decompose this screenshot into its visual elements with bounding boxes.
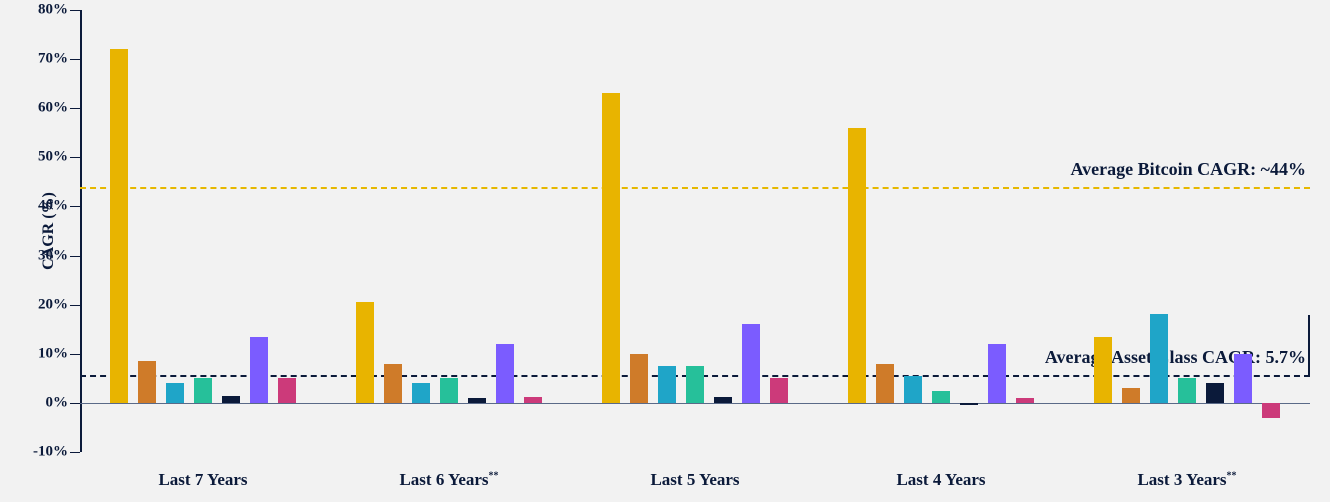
bar <box>194 378 212 403</box>
bar <box>1206 383 1224 403</box>
bar <box>222 396 240 403</box>
cagr-bar-chart: CAGR (%) -10%0%10%20%30%40%50%60%70%80%A… <box>0 0 1330 502</box>
y-axis <box>80 10 82 452</box>
y-tick-label: 70% <box>38 51 80 68</box>
bar <box>686 366 704 403</box>
bitcoin-reference-label: Average Bitcoin CAGR: ~44% <box>1071 159 1311 180</box>
zero-line <box>80 403 1310 404</box>
y-tick-label: 60% <box>38 100 80 117</box>
bar <box>166 383 184 403</box>
bar <box>932 391 950 403</box>
bar <box>110 49 128 403</box>
bar <box>904 376 922 403</box>
asset-reference-label: Average Asset Class CAGR: 5.7% <box>1045 347 1310 368</box>
bar <box>1016 398 1034 403</box>
group-label: Last 4 Years <box>896 470 985 490</box>
bar <box>278 378 296 403</box>
bar <box>1262 403 1280 418</box>
group-label: Last 3 Years** <box>1137 470 1236 490</box>
bar <box>1150 314 1168 402</box>
group-label: Last 7 Years <box>158 470 247 490</box>
bar <box>658 366 676 403</box>
bar <box>468 398 486 403</box>
bar <box>742 324 760 403</box>
bar <box>770 378 788 403</box>
bar <box>988 344 1006 403</box>
bar <box>440 378 458 403</box>
bar <box>1122 388 1140 403</box>
y-tick-label: 50% <box>38 149 80 166</box>
y-tick-label: 10% <box>38 345 80 362</box>
y-tick-label: 20% <box>38 296 80 313</box>
bar <box>496 344 514 403</box>
plot-area: CAGR (%) -10%0%10%20%30%40%50%60%70%80%A… <box>80 10 1310 452</box>
group-label: Last 6 Years** <box>399 470 498 490</box>
bar <box>714 397 732 403</box>
y-tick-label: 40% <box>38 198 80 215</box>
bar <box>384 364 402 403</box>
bar <box>412 383 430 403</box>
bar <box>356 302 374 403</box>
bar <box>1094 337 1112 403</box>
bitcoin-reference-line <box>80 187 1310 189</box>
bar <box>960 403 978 405</box>
y-tick-label: -10% <box>33 444 80 461</box>
bar <box>876 364 894 403</box>
bar <box>250 337 268 403</box>
group-label: Last 5 Years <box>650 470 739 490</box>
y-tick-label: 80% <box>38 2 80 19</box>
bar <box>1234 354 1252 403</box>
bar <box>138 361 156 403</box>
y-tick-label: 0% <box>46 394 81 411</box>
asset-reference-tick <box>1308 315 1310 375</box>
bar <box>630 354 648 403</box>
y-tick-label: 30% <box>38 247 80 264</box>
bar <box>524 397 542 403</box>
bar <box>602 93 620 402</box>
bar <box>1178 378 1196 403</box>
bar <box>848 128 866 403</box>
